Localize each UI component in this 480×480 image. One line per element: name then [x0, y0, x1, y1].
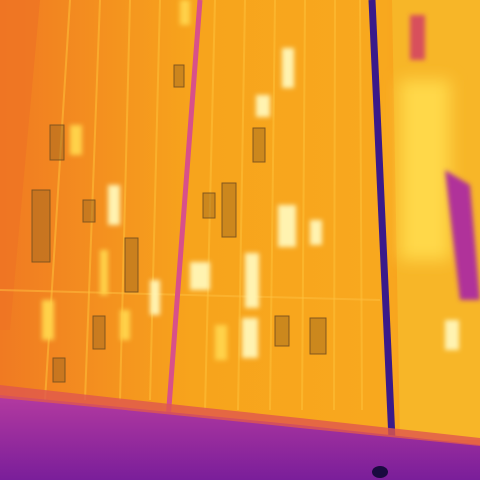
ground: [0, 395, 480, 480]
roof-edge: [0, 0, 40, 330]
dark-spot: [372, 466, 388, 478]
hot-spots: [42, 0, 459, 360]
panel-edge: [0, 385, 480, 446]
detection-boxes: [31, 64, 327, 383]
gap-line: [165, 0, 203, 421]
cool-spot: [410, 15, 425, 60]
cool-spot: [445, 170, 480, 300]
warm-area: [400, 80, 450, 260]
gap-line: [368, 0, 396, 441]
